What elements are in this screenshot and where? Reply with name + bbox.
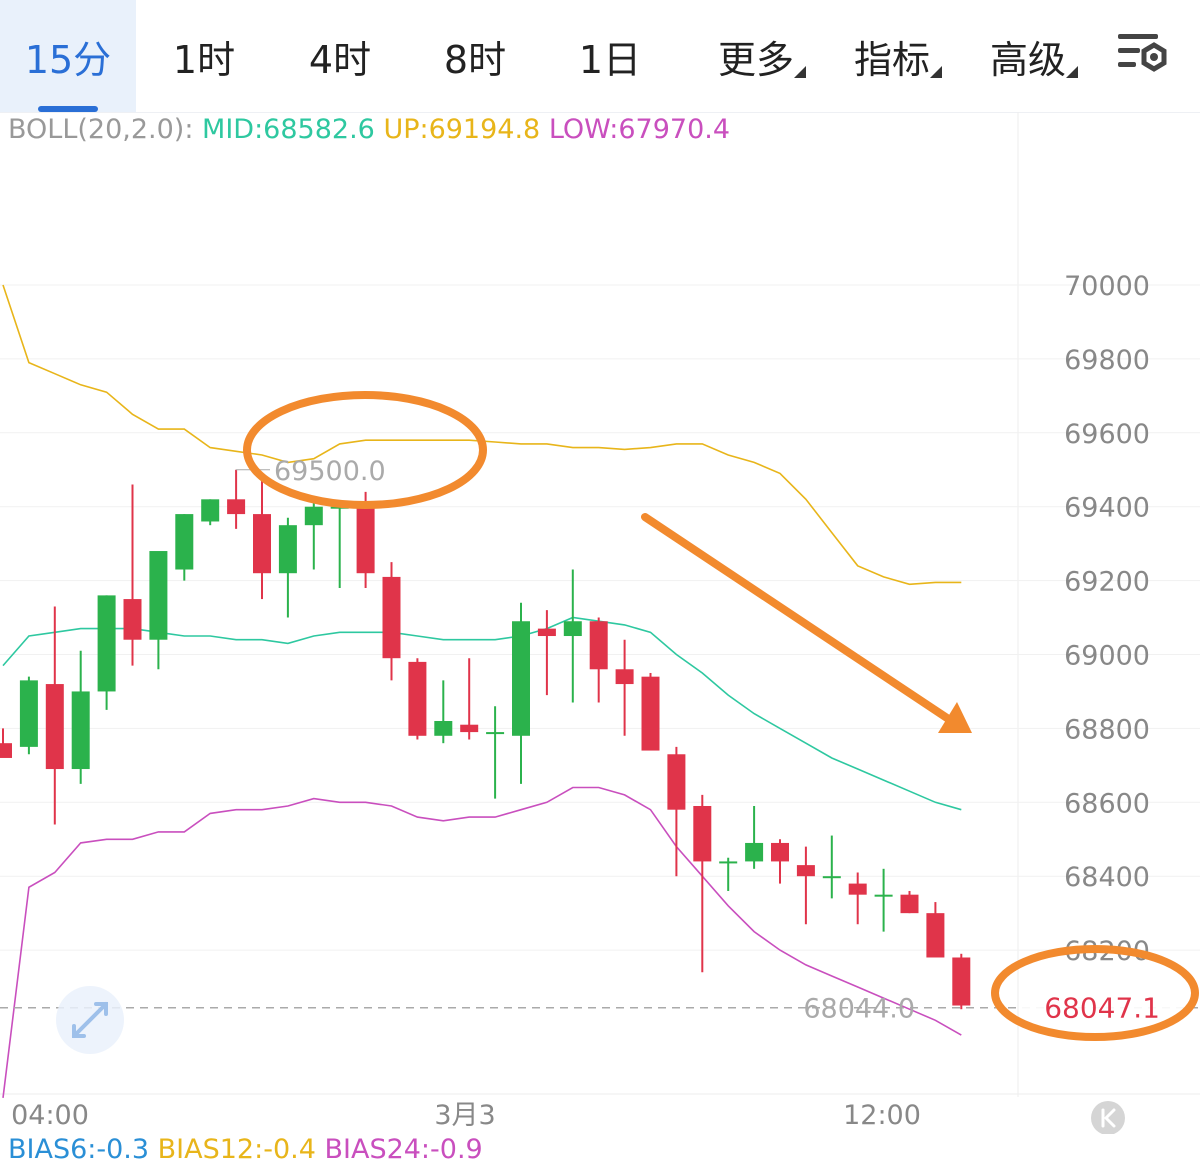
candle-down <box>926 913 944 957</box>
candle-down <box>616 669 634 684</box>
scroll-to-latest-button[interactable] <box>1091 1101 1125 1134</box>
bias12-label: BIAS12:-0.4 <box>158 1134 316 1165</box>
candle-down <box>357 507 375 574</box>
candle-up <box>98 595 116 691</box>
y-tick-label: 69200 <box>1064 567 1150 598</box>
candle-down <box>642 677 660 751</box>
candle-down <box>667 754 685 809</box>
tab-1h[interactable]: 1时 <box>162 0 246 112</box>
tab-label: 4时 <box>309 29 371 84</box>
candle-up <box>149 551 167 640</box>
dropdown-caret-icon <box>930 66 942 78</box>
candles <box>0 470 970 1009</box>
candle-down <box>383 577 401 658</box>
chart-settings-icon <box>1110 28 1174 84</box>
y-tick-label: 69600 <box>1064 419 1150 450</box>
candle-down <box>408 662 426 736</box>
tab-label: 8时 <box>444 29 506 84</box>
tab-1d[interactable]: 1日 <box>568 0 652 112</box>
x-tick-label: 04:00 <box>11 1100 89 1131</box>
bollinger-bands <box>3 285 961 1098</box>
candle-up <box>823 876 841 878</box>
candle-down <box>460 725 478 732</box>
y-tick-label: 69400 <box>1064 493 1150 524</box>
y-tick-label: 68800 <box>1064 714 1150 745</box>
candle-up <box>512 621 530 736</box>
tab-label: 1日 <box>579 29 641 84</box>
boll-lower-line <box>3 788 961 1098</box>
candle-up <box>201 499 219 521</box>
tab-label: 高级 <box>990 29 1066 84</box>
tab-label: 更多 <box>718 29 794 84</box>
candle-up <box>279 525 297 573</box>
tab-label: 1时 <box>173 29 235 84</box>
bias6-label: BIAS6:-0.3 <box>8 1134 149 1165</box>
candle-down <box>797 865 815 876</box>
tab-more-dropdown[interactable]: 更多 <box>706 0 806 112</box>
candle-up <box>486 732 504 734</box>
dropdown-caret-icon <box>1066 66 1078 78</box>
candlestick-chart[interactable]: 70000 69800 69600 69400 69200 69000 68800 68600… <box>0 112 1200 1134</box>
candle-up <box>745 843 763 861</box>
tab-8h[interactable]: 8时 <box>433 0 517 112</box>
candle-up <box>175 514 193 569</box>
candle-up <box>875 895 893 897</box>
max-price-label: 69500.0 <box>274 456 386 487</box>
candle-down <box>849 884 867 895</box>
candle-down <box>538 629 556 636</box>
tab-label: 15分 <box>25 29 111 84</box>
candle-down <box>0 743 12 758</box>
dropdown-caret-icon <box>794 66 806 78</box>
candle-up <box>564 621 582 636</box>
y-tick-label: 69000 <box>1064 641 1150 672</box>
bias24-label: BIAS24:-0.9 <box>324 1134 482 1165</box>
chart-settings-button[interactable] <box>1110 28 1174 84</box>
orange-ellipse-high <box>247 395 483 505</box>
candle-down <box>124 599 142 640</box>
expand-chart-button[interactable] <box>56 986 124 1054</box>
candle-up <box>434 721 452 736</box>
candle-down <box>46 684 64 769</box>
y-tick-label: 68600 <box>1064 788 1150 819</box>
x-tick-label: 12:00 <box>843 1100 921 1131</box>
candle-down <box>901 895 919 913</box>
tab-15m[interactable]: 15分 <box>0 0 136 112</box>
y-tick-label: 69800 <box>1064 345 1150 376</box>
y-tick-label: 68400 <box>1064 862 1150 893</box>
tab-label: 指标 <box>854 29 930 84</box>
candle-up <box>305 507 323 525</box>
orange-down-arrow-shaft <box>645 517 950 720</box>
min-price-label: 68044.0 <box>803 994 915 1025</box>
x-tick-label: 3月3 <box>434 1100 495 1131</box>
candle-up <box>72 691 90 769</box>
tab-4h[interactable]: 4时 <box>298 0 382 112</box>
boll-mid-line <box>3 618 961 810</box>
chart-overlay: 69500.0 68044.0 68047.1 <box>0 395 1200 1134</box>
candle-up <box>20 680 38 747</box>
bias-legend: BIAS6:-0.3 BIAS12:-0.4 BIAS24:-0.9 <box>8 1134 483 1165</box>
candle-down <box>590 621 608 669</box>
interval-tab-bar: 15分 1时 4时 8时 1日 更多 指标 高级 <box>0 0 1200 113</box>
candle-down <box>952 957 970 1005</box>
candle-down <box>253 514 271 573</box>
current-price-tag: 68047.1 <box>1044 992 1160 1025</box>
tab-advanced-dropdown[interactable]: 高级 <box>978 0 1078 112</box>
y-tick-label: 70000 <box>1064 271 1150 302</box>
candle-down <box>693 806 711 861</box>
candle-down <box>227 499 245 514</box>
candle-down <box>771 843 789 861</box>
candle-up <box>719 861 737 863</box>
tab-indicators-dropdown[interactable]: 指标 <box>842 0 942 112</box>
